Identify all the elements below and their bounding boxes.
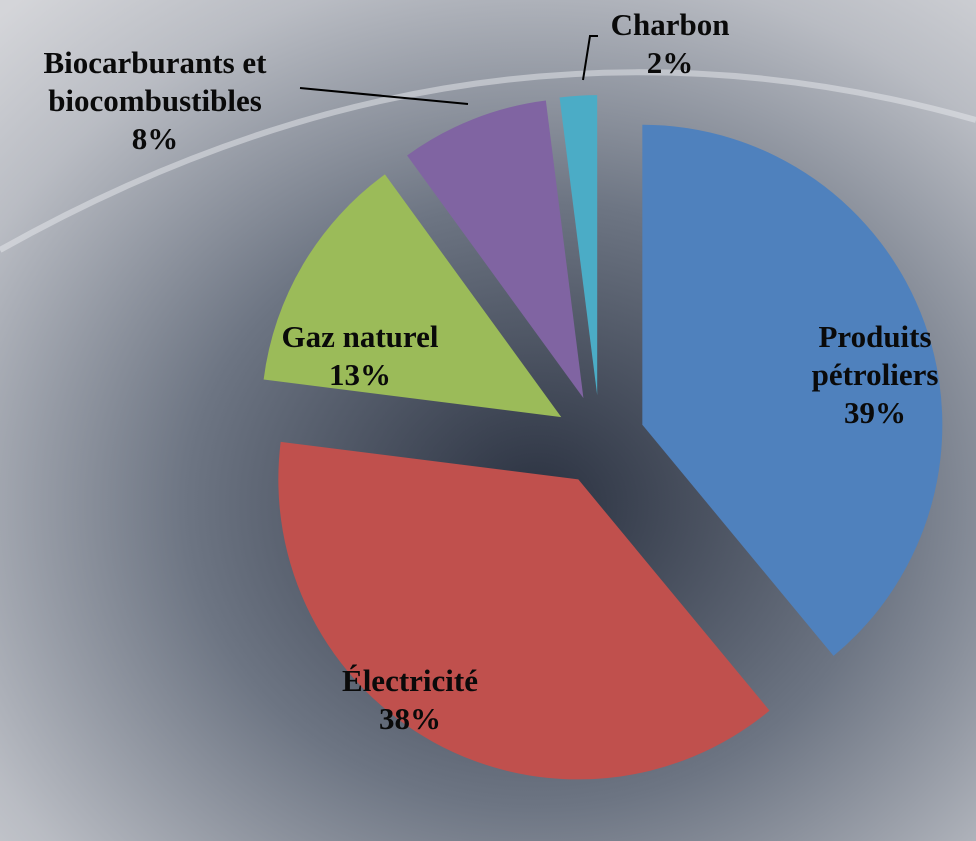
value-label: 2%: [575, 44, 765, 82]
value-label: 38%: [300, 700, 520, 738]
page: {"chart_data": {"type": "pie", "categori…: [0, 0, 976, 841]
category-label: Électricité: [300, 662, 520, 700]
value-label: 39%: [770, 394, 976, 432]
category-label: Biocarburants et biocombustibles: [0, 44, 310, 120]
value-label: 13%: [250, 356, 470, 394]
value-label: 8%: [0, 120, 310, 158]
category-label: Gaz naturel: [250, 318, 470, 356]
category-label: Produits pétroliers: [770, 318, 976, 394]
category-label: Charbon: [575, 6, 765, 44]
